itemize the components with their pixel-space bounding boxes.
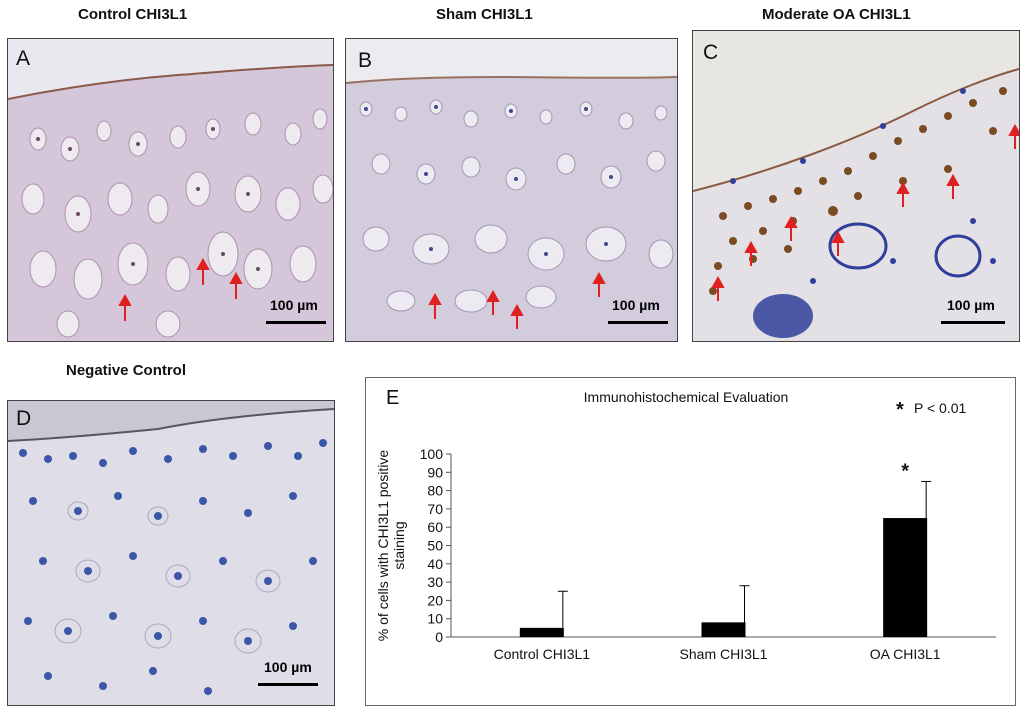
panel-d-scale-bar xyxy=(258,683,318,686)
panel-d-micrograph: D 100 µm xyxy=(7,400,335,706)
panel-a-label: A xyxy=(16,47,31,70)
panel-b-image xyxy=(346,39,677,341)
bar xyxy=(519,627,564,637)
panel-d-scale-label: 100 µm xyxy=(264,659,312,675)
panel-a-scale-label: 100 µm xyxy=(270,297,318,313)
panel-c-micrograph: C 100 µm xyxy=(692,30,1020,342)
panel-b-title: Sham CHI3L1 xyxy=(436,6,533,23)
chart-annotation: P < 0.01 xyxy=(914,400,967,416)
panel-c-scale-label: 100 µm xyxy=(947,297,995,313)
y-tick-label: 50 xyxy=(427,538,443,554)
y-axis-label-line-1: % of cells with CHI3L1 positive xyxy=(375,450,391,642)
panel-c-image xyxy=(693,31,1019,341)
chart-svg: E Immunohistochemical Evaluation * P < 0… xyxy=(375,387,996,662)
chart-annotation-marker: * xyxy=(896,399,904,421)
bar xyxy=(883,518,928,637)
bar xyxy=(701,622,746,637)
panel-a-micrograph: A 100 µm xyxy=(7,38,334,342)
x-tick-label: Sham CHI3L1 xyxy=(680,646,768,662)
plot-area: 0 10 20 30 40 50 60 70 80 90 100 Control CHI3L1 Sham… xyxy=(420,446,996,662)
y-tick-label: 70 xyxy=(427,501,443,517)
y-tick-label: 20 xyxy=(427,592,443,608)
y-tick-label: 100 xyxy=(420,446,444,462)
panel-d-title: Negative Control xyxy=(66,362,187,379)
y-tick-label: 80 xyxy=(427,483,443,499)
panel-d-label: D xyxy=(16,407,32,430)
panel-a-title: Control CHI3L1 xyxy=(78,6,188,23)
panel-b-scale-bar xyxy=(608,321,668,324)
y-tick-label: 90 xyxy=(427,464,443,480)
chart-title: Immunohistochemical Evaluation xyxy=(584,389,789,405)
panel-b-scale-label: 100 µm xyxy=(612,297,660,313)
panel-a-scale-bar xyxy=(266,321,326,324)
x-tick-label: OA CHI3L1 xyxy=(870,646,941,662)
y-tick-label: 10 xyxy=(427,611,443,627)
y-tick-label: 30 xyxy=(427,574,443,590)
panel-a-image xyxy=(8,39,333,341)
panel-b-micrograph: B 100 µm xyxy=(345,38,678,342)
y-axis-label-line-2: staining xyxy=(391,521,407,569)
x-tick-label: Control CHI3L1 xyxy=(494,646,591,662)
significance-marker: * xyxy=(901,460,909,482)
y-tick-label: 40 xyxy=(427,556,443,572)
y-tick-label: 0 xyxy=(435,629,443,645)
panel-c-label: C xyxy=(703,41,719,64)
y-tick-label: 60 xyxy=(427,519,443,535)
panel-c-title: Moderate OA CHI3L1 xyxy=(762,6,911,23)
panel-d-image xyxy=(8,401,334,705)
panel-e-chart: E Immunohistochemical Evaluation * P < 0… xyxy=(365,377,1016,706)
panel-c-scale-bar xyxy=(941,321,1005,324)
panel-b-label: B xyxy=(358,49,373,72)
panel-e-label: E xyxy=(386,387,399,409)
